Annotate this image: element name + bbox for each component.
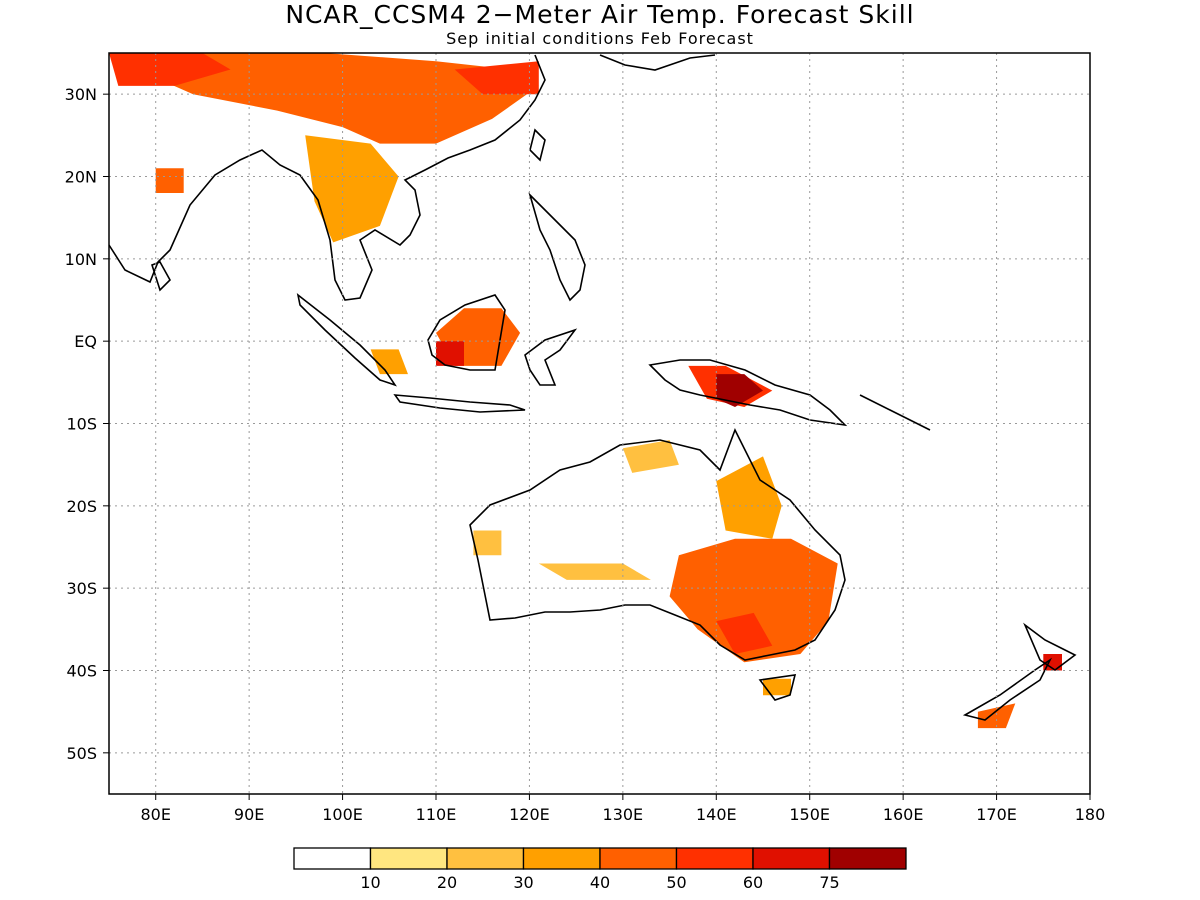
borneo-coastline xyxy=(427,294,506,371)
colorbar-label: 50 xyxy=(666,873,686,892)
philippines-coastline xyxy=(528,192,586,302)
lat-tick-label: EQ xyxy=(74,332,97,351)
lon-tick-label: 120E xyxy=(509,805,550,824)
sri-lanka-coastline xyxy=(151,261,171,292)
lat-tick-label: 20N xyxy=(65,168,97,187)
tasmania-coastline xyxy=(758,674,797,701)
lat-tick-label: 30N xyxy=(65,85,97,104)
sumatra-coastline xyxy=(296,293,397,387)
lon-tick-label: 90E xyxy=(234,805,264,824)
skill-region-new-guinea-high xyxy=(716,374,763,407)
japan-coastline xyxy=(599,54,716,71)
nz-north-coastline xyxy=(1023,622,1077,671)
skill-region-borneo-high xyxy=(436,341,464,366)
lon-tick-label: 110E xyxy=(416,805,457,824)
lon-tick-label: 140E xyxy=(696,805,737,824)
axis-labels: 30N 20N 10N EQ 10S 20S 30S 40S 50S 80E 90E 100E 110E… xyxy=(65,85,1106,824)
lon-tick-label: 100E xyxy=(322,805,363,824)
lon-tick-label: 170E xyxy=(976,805,1017,824)
lon-tick-label: 150E xyxy=(789,805,830,824)
taiwan-coastline xyxy=(529,128,546,162)
australia-coastline xyxy=(469,428,846,661)
colorbar-swatch xyxy=(828,847,907,870)
lat-tick-label: 10S xyxy=(66,415,97,434)
colorbar-label: 20 xyxy=(437,873,457,892)
skill-region-nz-north xyxy=(1043,654,1062,671)
skill-region-aus-southeast-high xyxy=(716,612,773,654)
map-frame xyxy=(108,52,1091,795)
plot-subtitle: Sep initial conditions Feb Forecast xyxy=(446,29,754,48)
colorbar-swatch xyxy=(522,847,601,870)
solomon-coastline xyxy=(859,394,931,431)
colorbar-swatch xyxy=(369,847,448,870)
lat-tick-label: 10N xyxy=(65,250,97,269)
colorbar-swatch xyxy=(752,847,831,870)
lat-tick-label: 30S xyxy=(66,579,97,598)
colorbar-label: 75 xyxy=(819,873,839,892)
skill-region-aus-central-band xyxy=(538,563,651,580)
skill-region-aus-west xyxy=(473,530,502,556)
skill-region-aus-southeast xyxy=(669,538,838,663)
colorbar-label: 60 xyxy=(743,873,763,892)
colorbar-label: 10 xyxy=(360,873,380,892)
skill-region-tibet-china xyxy=(118,53,539,144)
plot-title: NCAR_CCSM4 2−Meter Air Temp. Forecast Sk… xyxy=(285,0,915,29)
lat-tick-label: 50S xyxy=(66,744,97,763)
sulawesi-coastline xyxy=(524,328,578,386)
colorbar-swatch xyxy=(599,847,678,870)
lon-tick-label: 130E xyxy=(603,805,644,824)
skill-region-aus-north xyxy=(622,440,679,473)
colorbar-label: 40 xyxy=(590,873,610,892)
skill-region-himalaya-west xyxy=(109,53,231,86)
skill-region-sumatra xyxy=(370,349,408,375)
lat-tick-label: 20S xyxy=(66,497,97,516)
java-coastline xyxy=(393,394,526,413)
skill-region-indochina xyxy=(305,135,399,243)
colorbar-swatch xyxy=(446,847,525,870)
colorbar-label: 30 xyxy=(513,873,533,892)
asia-coastline xyxy=(108,54,546,301)
skill-region-china-east-high xyxy=(454,61,539,95)
skill-region-aus-northeast xyxy=(716,456,782,539)
colorbar-swatch xyxy=(675,847,754,870)
lon-tick-label: 180 xyxy=(1075,805,1106,824)
skill-shading-layer xyxy=(109,53,1062,729)
lat-lon-grid xyxy=(109,53,1091,794)
new-guinea-coastline xyxy=(648,359,848,427)
colorbar-swatch xyxy=(293,847,372,870)
skill-region-nz-south xyxy=(977,703,1016,729)
skill-region-india-east xyxy=(155,168,184,193)
skill-region-tasmania xyxy=(763,678,791,696)
lat-tick-label: 40S xyxy=(66,662,97,681)
colorbar: 10 20 30 40 50 60 75 xyxy=(293,847,907,892)
coastline-layer xyxy=(108,54,1077,721)
lon-tick-label: 80E xyxy=(140,805,170,824)
lon-tick-label: 160E xyxy=(883,805,924,824)
